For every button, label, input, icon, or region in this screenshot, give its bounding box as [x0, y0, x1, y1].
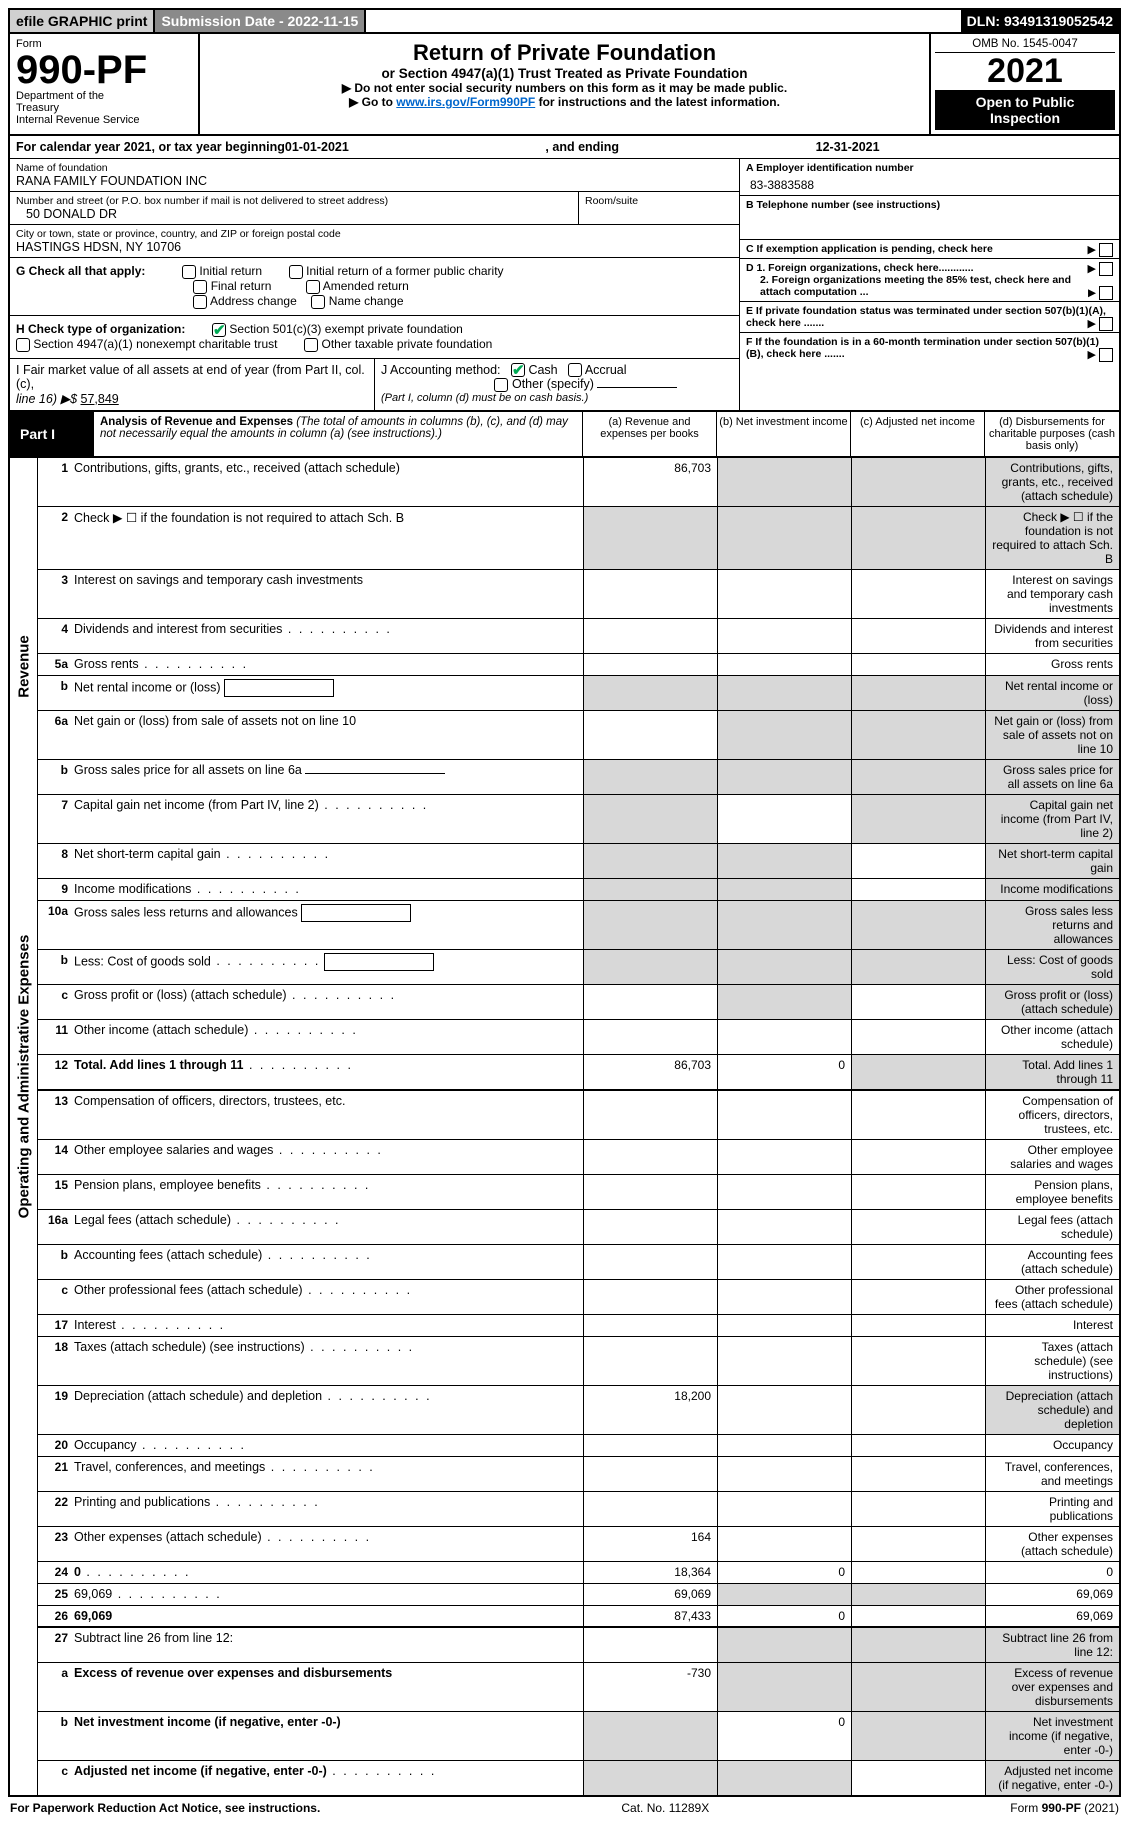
- form-number: 990-PF: [16, 50, 192, 90]
- table-row: 20OccupancyOccupancy: [38, 1435, 1119, 1457]
- table-row: cAdjusted net income (if negative, enter…: [38, 1761, 1119, 1795]
- submission-date: Submission Date - 2022-11-15: [155, 10, 366, 32]
- open-to-public: Open to Public Inspection: [935, 90, 1115, 130]
- table-row: 8Net short-term capital gainNet short-te…: [38, 844, 1119, 879]
- table-row: 11Other income (attach schedule)Other in…: [38, 1020, 1119, 1055]
- table-row: cOther professional fees (attach schedul…: [38, 1280, 1119, 1315]
- table-row: 4Dividends and interest from securitiesD…: [38, 619, 1119, 654]
- checkbox-d1[interactable]: [1099, 262, 1113, 276]
- table-row: 18Taxes (attach schedule) (see instructi…: [38, 1337, 1119, 1386]
- entity-block: Name of foundation RANA FAMILY FOUNDATIO…: [8, 159, 1121, 411]
- table-row: aExcess of revenue over expenses and dis…: [38, 1663, 1119, 1712]
- omb-number: OMB No. 1545-0047: [935, 38, 1115, 53]
- street-address: 50 DONALD DR: [16, 207, 572, 221]
- table-row: 6aNet gain or (loss) from sale of assets…: [38, 711, 1119, 760]
- table-row: cGross profit or (loss) (attach schedule…: [38, 985, 1119, 1020]
- col-b-header: (b) Net investment income: [717, 412, 851, 456]
- part1-table: Revenue Operating and Administrative Exp…: [8, 458, 1121, 1797]
- table-row: 14Other employee salaries and wagesOther…: [38, 1140, 1119, 1175]
- table-row: 24018,36400: [38, 1562, 1119, 1584]
- checkbox-initial-former[interactable]: [289, 265, 303, 279]
- instructions-link[interactable]: www.irs.gov/Form990PF: [396, 95, 535, 109]
- expenses-label: Operating and Administrative Expenses: [15, 934, 32, 1218]
- checkbox-name-change[interactable]: [311, 295, 325, 309]
- checkbox-cash[interactable]: [511, 363, 525, 377]
- table-row: 2669,06987,433069,069: [38, 1606, 1119, 1628]
- checkbox-other-taxable[interactable]: [304, 338, 318, 352]
- checkbox-f[interactable]: [1099, 348, 1113, 362]
- table-row: bGross sales price for all assets on lin…: [38, 760, 1119, 795]
- table-row: bNet rental income or (loss) Net rental …: [38, 676, 1119, 711]
- table-row: bLess: Cost of goods sold Less: Cost of …: [38, 950, 1119, 985]
- table-row: 5aGross rentsGross rents: [38, 654, 1119, 676]
- table-row: 22Printing and publicationsPrinting and …: [38, 1492, 1119, 1527]
- table-row: 19Depreciation (attach schedule) and dep…: [38, 1386, 1119, 1435]
- fmv-value: 57,849: [81, 392, 119, 406]
- checkbox-accrual[interactable]: [568, 363, 582, 377]
- checkbox-final-return[interactable]: [193, 280, 207, 294]
- checkbox-amended[interactable]: [306, 280, 320, 294]
- table-row: 13Compensation of officers, directors, t…: [38, 1091, 1119, 1140]
- calendar-year-row: For calendar year 2021, or tax year begi…: [8, 136, 1121, 159]
- checkbox-address-change[interactable]: [193, 295, 207, 309]
- table-row: 9Income modificationsIncome modification…: [38, 879, 1119, 901]
- col-c-header: (c) Adjusted net income: [851, 412, 985, 456]
- table-row: bNet investment income (if negative, ent…: [38, 1712, 1119, 1761]
- checkbox-d2[interactable]: [1099, 286, 1113, 300]
- checkbox-4947[interactable]: [16, 338, 30, 352]
- table-row: 10aGross sales less returns and allowanc…: [38, 901, 1119, 950]
- table-row: 2569,06969,06969,069: [38, 1584, 1119, 1606]
- dln: DLN: 93491319052542: [961, 10, 1119, 32]
- checkbox-c[interactable]: [1099, 243, 1113, 257]
- foundation-name: RANA FAMILY FOUNDATION INC: [16, 174, 733, 188]
- col-a-header: (a) Revenue and expenses per books: [583, 412, 717, 456]
- table-row: 27Subtract line 26 from line 12:Subtract…: [38, 1628, 1119, 1663]
- table-row: 7Capital gain net income (from Part IV, …: [38, 795, 1119, 844]
- page-footer: For Paperwork Reduction Act Notice, see …: [8, 1797, 1121, 1815]
- table-row: 17InterestInterest: [38, 1315, 1119, 1337]
- table-row: 23Other expenses (attach schedule)164Oth…: [38, 1527, 1119, 1562]
- table-row: 21Travel, conferences, and meetingsTrave…: [38, 1457, 1119, 1492]
- revenue-label: Revenue: [15, 635, 32, 698]
- part1-header: Part I Analysis of Revenue and Expenses …: [8, 412, 1121, 458]
- form-header: Form 990-PF Department of the Treasury I…: [8, 34, 1121, 136]
- form-title: Return of Private Foundation: [208, 40, 921, 66]
- table-row: 3Interest on savings and temporary cash …: [38, 570, 1119, 619]
- checkbox-other-method[interactable]: [494, 378, 508, 392]
- checkbox-501c3[interactable]: [212, 323, 226, 337]
- table-row: 12Total. Add lines 1 through 1186,7030To…: [38, 1055, 1119, 1091]
- table-row: 1Contributions, gifts, grants, etc., rec…: [38, 458, 1119, 507]
- checkbox-e[interactable]: [1099, 317, 1113, 331]
- checkbox-initial-return[interactable]: [182, 265, 196, 279]
- table-row: 16aLegal fees (attach schedule)Legal fee…: [38, 1210, 1119, 1245]
- city-state-zip: HASTINGS HDSN, NY 10706: [16, 240, 733, 254]
- col-d-header: (d) Disbursements for charitable purpose…: [985, 412, 1119, 456]
- ein: 83-3883588: [746, 174, 1113, 192]
- tax-year: 2021: [935, 53, 1115, 90]
- top-bar: efile GRAPHIC print Submission Date - 20…: [8, 8, 1121, 34]
- table-row: bAccounting fees (attach schedule)Accoun…: [38, 1245, 1119, 1280]
- table-row: 2Check ▶ ☐ if the foundation is not requ…: [38, 507, 1119, 570]
- efile-label: efile GRAPHIC print: [10, 10, 155, 32]
- table-row: 15Pension plans, employee benefitsPensio…: [38, 1175, 1119, 1210]
